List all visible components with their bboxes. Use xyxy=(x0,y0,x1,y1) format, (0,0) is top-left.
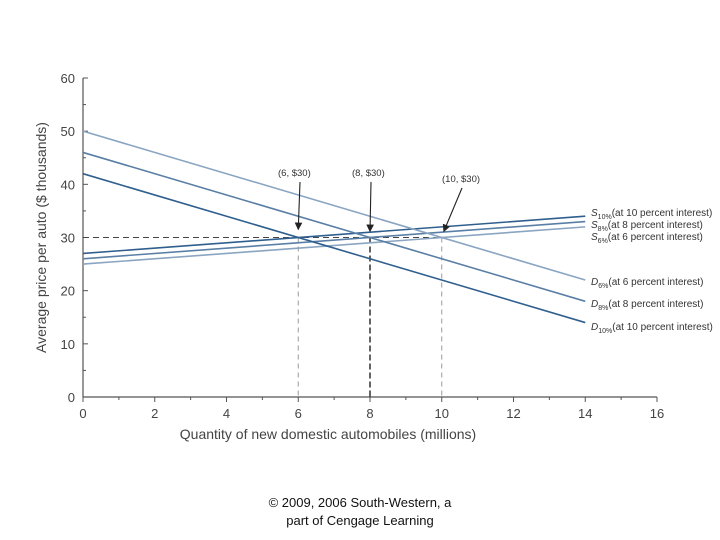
equilibrium-label: (8, $30) xyxy=(352,168,385,179)
reference-lines xyxy=(83,237,443,397)
y-axis-title: Average price per auto ($ thousands) xyxy=(33,122,49,353)
copyright-line-1: © 2009, 2006 South-Western, a xyxy=(268,495,452,510)
equilibrium-label: (6, $30) xyxy=(278,168,311,179)
x-tick-label: 2 xyxy=(151,406,158,421)
x-tick-label: 6 xyxy=(295,406,302,421)
equilibrium-arrow xyxy=(366,181,374,233)
chart: 0 2 4 6 8 10 12 14 16 0 10 20 30 40 50 60 Quantity of ne… xyxy=(33,71,713,442)
equilibrium-annotations: (6, $30) (8, $30) (10, $30) xyxy=(278,168,480,233)
y-tick-label: 30 xyxy=(61,231,75,246)
x-axis-title: Quantity of new domestic automobiles (mi… xyxy=(180,426,476,442)
y-tick-label: 50 xyxy=(61,124,75,139)
series-labels: S10%(at 10 percent interest)S8%(at 8 per… xyxy=(591,208,713,335)
demand-label-6pct: D6%(at 6 percent interest) xyxy=(591,277,703,290)
demand-line-6pct xyxy=(82,130,586,281)
y-tick-label: 0 xyxy=(68,390,75,405)
x-tick-label: 8 xyxy=(366,406,373,421)
x-tick-label: 4 xyxy=(223,406,230,421)
supply-label-10pct: S10%(at 10 percent interest) xyxy=(591,208,712,221)
equilibrium-label: (10, $30) xyxy=(442,174,480,185)
x-tick-label: 10 xyxy=(435,406,449,421)
x-tick-label: 14 xyxy=(578,406,592,421)
demand-label-10pct: D10%(at 10 percent interest) xyxy=(591,322,713,335)
y-tick-label: 20 xyxy=(61,284,75,299)
axes: 0 2 4 6 8 10 12 14 16 0 10 20 30 40 50 60 Quantity of ne… xyxy=(33,71,664,442)
supply-line-8pct xyxy=(82,220,586,260)
copyright-notice: © 2009, 2006 South-Western, a part of Ce… xyxy=(0,494,720,530)
demand-label-8pct: D8%(at 8 percent interest) xyxy=(591,299,703,312)
y-tick-label: 10 xyxy=(61,337,75,352)
equilibrium-arrow xyxy=(442,187,463,233)
supply-line-6pct xyxy=(82,226,586,265)
x-tick-label: 16 xyxy=(650,406,664,421)
supply-line-10pct xyxy=(82,215,586,255)
x-tick-label: 12 xyxy=(506,406,520,421)
demand-line-10pct xyxy=(82,172,586,324)
supply-label-6pct: S6%(at 6 percent interest) xyxy=(591,232,703,245)
y-tick-label: 40 xyxy=(61,177,75,192)
supply-label-8pct: S8%(at 8 percent interest) xyxy=(591,220,703,233)
equilibrium-arrow xyxy=(294,181,303,231)
series-lines xyxy=(82,130,586,324)
y-tick-label: 60 xyxy=(61,71,75,86)
copyright-line-2: part of Cengage Learning xyxy=(286,513,434,528)
x-tick-label: 0 xyxy=(79,406,86,421)
demand-line-8pct xyxy=(82,151,586,303)
